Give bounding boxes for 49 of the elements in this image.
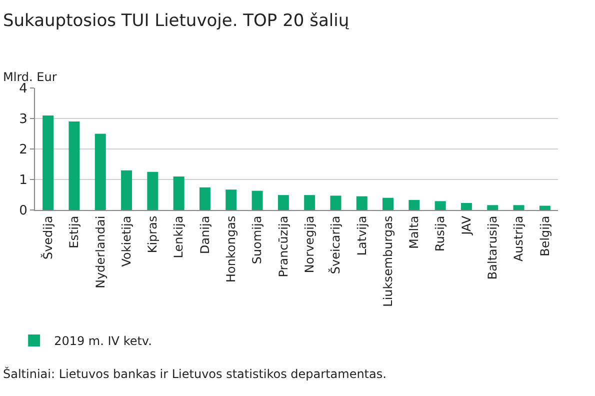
bar (513, 205, 524, 210)
x-tick-label: Švedija (40, 216, 55, 260)
y-tick-label: 2 (19, 142, 28, 158)
bar (356, 196, 368, 210)
x-tick-label: Baltarusija (486, 216, 500, 280)
bar (330, 196, 342, 210)
text: Šaltiniai: Lietuvos bankas ir Lietuvos statistikos departamentas. (3, 366, 386, 381)
bar (147, 172, 158, 210)
x-tick-label: Rusija (433, 216, 448, 252)
x-tick-label: Honkongas (224, 216, 238, 282)
y-axis-title: Mlrd. Eur (3, 70, 57, 84)
bar (252, 190, 263, 210)
bar (173, 176, 184, 210)
bar (304, 195, 316, 210)
bar (199, 187, 210, 210)
x-tick-label: Belgija (538, 216, 552, 256)
x-tick-label: Kipras (146, 216, 160, 254)
bar (121, 170, 132, 210)
bar (487, 205, 498, 210)
x-tick-label: Vokietija (119, 216, 134, 267)
bar (278, 195, 289, 210)
x-tick-label: Lenkija (172, 216, 186, 258)
bar (539, 206, 550, 210)
x-tick-label: Prancūzija (276, 216, 290, 278)
bar (42, 115, 54, 210)
x-tick-label: JAV (459, 215, 474, 236)
x-tick-label: Danija (198, 216, 212, 254)
y-tick-label: 1 (19, 173, 28, 188)
y-tick-label: 4 (19, 82, 28, 97)
x-tick-label: Austrija (512, 216, 526, 262)
x-tick-label: Malta (407, 216, 422, 249)
bar (68, 122, 80, 210)
x-tick-label: Nyderlandai (93, 216, 108, 288)
bar (434, 201, 446, 210)
x-tick-label: Latvija (354, 216, 369, 256)
x-tick-label: Norvegija (302, 216, 316, 274)
bar (408, 200, 420, 210)
x-tick-label: Estija (67, 216, 82, 248)
y-tick-label: 0 (19, 204, 28, 219)
x-tick-label: Šveicarija (328, 216, 343, 274)
bar (382, 198, 394, 210)
legend-label: 2019 m. IV ketv. (54, 334, 152, 348)
bar (94, 134, 106, 210)
chart-title: Sukauptosios TUI Lietuvoje. TOP 20 šalių (2, 10, 350, 31)
x-tick-label: Suomija (250, 216, 264, 264)
y-tick-label: 3 (19, 112, 28, 128)
x-tick-label: Liuksemburgas (380, 216, 395, 307)
bar (460, 202, 472, 210)
bar (226, 190, 237, 210)
